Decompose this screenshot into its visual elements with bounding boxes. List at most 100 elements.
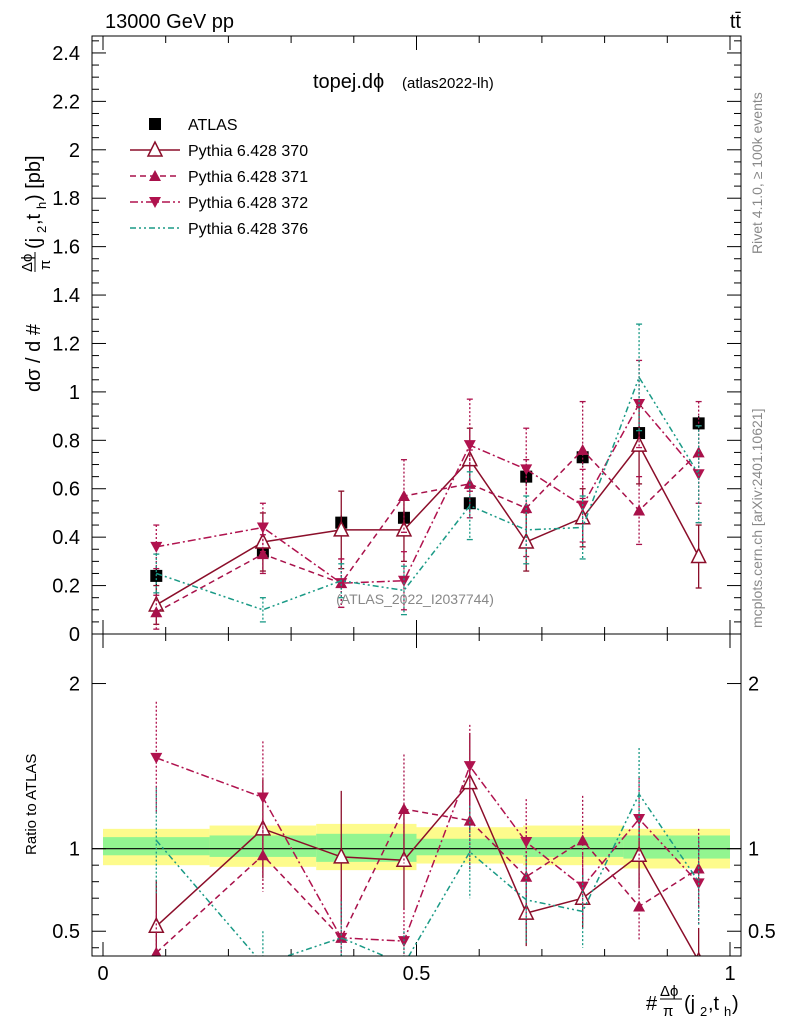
process-label: tt̄ xyxy=(730,11,742,33)
y-tick-label-ratio-right: 0.5 xyxy=(748,921,776,943)
legend-label: Pythia 6.428 370 xyxy=(188,143,308,160)
ratio-axis-label: Ratio to ATLAS xyxy=(23,754,40,855)
x-tick-label: 0 xyxy=(97,963,108,985)
y-axis-label-args: (j xyxy=(23,238,45,249)
ratio-point xyxy=(256,849,269,861)
data-point xyxy=(692,446,705,458)
x-axis-label-mid: ,t xyxy=(708,993,720,1015)
plot-title: topej.dϕ xyxy=(313,71,384,93)
ratio-series-2 xyxy=(151,754,705,956)
ratio-point xyxy=(633,900,646,912)
data-point xyxy=(397,490,410,501)
data-point xyxy=(397,575,410,587)
ratio-point xyxy=(333,847,350,864)
ratio-point xyxy=(633,813,646,825)
x-axis-label-args: (j xyxy=(684,993,695,1015)
legend-label: ATLAS xyxy=(188,117,238,134)
data-point xyxy=(150,541,163,553)
series-4 xyxy=(153,323,702,623)
series-line-1 xyxy=(155,443,700,606)
y-tick-label-ratio-right: 2 xyxy=(748,674,759,696)
legend-marker xyxy=(146,140,164,157)
ratio-point xyxy=(397,936,410,948)
analysis-watermark: (ATLAS_2022_I2037744) xyxy=(336,591,494,607)
ratio-line-2 xyxy=(155,808,700,954)
ratio-line-4 xyxy=(155,792,700,956)
legend-marker xyxy=(149,170,161,181)
ratio-point xyxy=(576,834,589,846)
y-tick-label-ratio: 0.5 xyxy=(52,921,80,943)
ratio-plot-frame xyxy=(91,633,742,957)
y-axis-label-den: π xyxy=(37,260,54,270)
y-tick-label-main: 0.8 xyxy=(52,430,80,452)
y-tick-label-main: 2.2 xyxy=(52,91,80,113)
y-tick-label-main: 1.8 xyxy=(52,188,80,210)
ratio-point xyxy=(256,792,269,804)
y-tick-label-ratio: 1 xyxy=(69,839,80,861)
x-axis-label: # Δϕ π (j 2 ,t h ) xyxy=(646,983,739,1020)
y-tick-label-main: 1.4 xyxy=(52,285,80,307)
y-axis-label-pre: dσ / d # xyxy=(23,323,45,392)
mcplots-label: mcplots.cern.ch [arXiv:2401.10621] xyxy=(749,409,765,628)
data-point xyxy=(576,500,589,512)
ratio-plot-panel: 0 0.5 1 0.5 0.5 1 1 2 2 xyxy=(52,633,776,985)
data-point xyxy=(633,504,646,516)
ratio-band-inner xyxy=(316,833,417,862)
legend-label: Pythia 6.428 371 xyxy=(188,169,308,186)
data-point xyxy=(333,520,350,537)
y-tick-label-ratio: 2 xyxy=(69,674,80,696)
y-tick-label-main: 0.4 xyxy=(52,527,80,549)
data-point xyxy=(150,606,163,618)
y-axis-label-num: Δϕ xyxy=(19,254,36,272)
series-line-4 xyxy=(156,375,700,611)
data-point xyxy=(463,440,476,452)
ratio-band-inner xyxy=(103,837,210,856)
legend: ATLAS Pythia 6.428 370 Pythia 6.428 371 Pyt… xyxy=(130,117,308,238)
x-axis-label-sub1: 2 xyxy=(700,1004,707,1019)
x-axis-label-den: π xyxy=(663,1003,673,1020)
data-point xyxy=(690,546,707,564)
x-tick-label: 1 xyxy=(724,963,735,985)
y-axis-label-sub1: 2 xyxy=(34,226,49,233)
y-tick-label-main: 1.2 xyxy=(52,333,80,355)
y-tick-label-ratio-right: 1 xyxy=(748,839,759,861)
y-tick-label-main: 1 xyxy=(69,382,80,404)
legend-label: Pythia 6.428 376 xyxy=(188,221,308,238)
ratio-band-inner xyxy=(623,835,730,859)
plot-subtitle: (atlas2022-lh) xyxy=(402,75,494,92)
y-tick-label-main: 1.6 xyxy=(52,237,80,259)
data-point xyxy=(256,522,269,534)
y-tick-label-main: 2 xyxy=(69,140,80,162)
y-axis-label-mid: ,t xyxy=(23,213,45,225)
y-axis-label-post: ) [pb] xyxy=(23,155,45,201)
energy-label: 13000 GeV pp xyxy=(105,11,234,33)
ratio-point xyxy=(151,946,162,956)
legend-label: Pythia 6.428 372 xyxy=(188,195,308,212)
data-point xyxy=(630,435,648,452)
x-axis-label-sub2: h xyxy=(724,1004,731,1019)
y-tick-label-main: 0.6 xyxy=(52,479,80,501)
y-tick-label-main: 2.4 xyxy=(52,43,80,65)
legend-marker xyxy=(149,118,161,130)
x-tick-label: 0.5 xyxy=(403,963,431,985)
ratio-point xyxy=(397,803,410,815)
ratio-point xyxy=(520,837,533,849)
data-point xyxy=(256,548,269,560)
y-axis-label: dσ / d # Δϕ π (j 2 ,t h ) [pb] xyxy=(19,155,54,392)
ratio-point xyxy=(463,814,476,826)
ratio-series-group xyxy=(148,701,705,956)
x-axis-label-pre: # xyxy=(646,993,658,1015)
x-axis-label-num: Δϕ xyxy=(660,983,678,1000)
data-point xyxy=(576,444,589,455)
y-tick-label-main: 0.2 xyxy=(52,576,80,598)
ratio-point xyxy=(150,752,163,764)
x-axis-label-post: ) xyxy=(732,993,739,1015)
ratio-series-4 xyxy=(155,747,700,956)
ratio-point xyxy=(463,761,476,773)
rivet-version-label: Rivet 4.1.0, ≥ 100k events xyxy=(749,92,765,254)
data-point xyxy=(520,464,533,476)
data-point xyxy=(520,502,533,514)
series-3 xyxy=(150,359,705,611)
legend-marker xyxy=(149,197,161,208)
